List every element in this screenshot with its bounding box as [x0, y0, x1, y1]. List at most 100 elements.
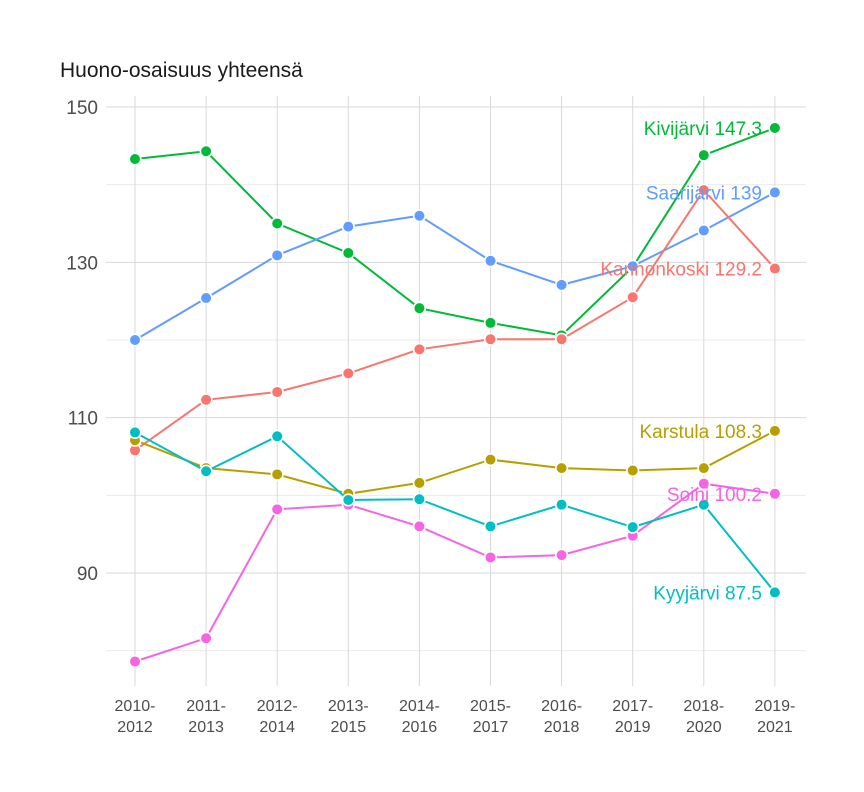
x-tick-label-line: 2020 [686, 719, 722, 736]
x-tick-label: 2018- 2020 [683, 698, 724, 736]
series-line [134, 482, 776, 663]
x-tick-label-line: 2013 [188, 719, 224, 736]
data-point [483, 453, 498, 467]
x-tick-label-line: 2021 [757, 719, 793, 736]
y-tick-label: 90 [77, 564, 98, 585]
x-tick-label-line: 2015- [470, 698, 511, 715]
data-point [626, 259, 640, 273]
series-line [134, 127, 776, 337]
x-tick-label-line: 2012 [117, 719, 153, 736]
data-point [483, 254, 498, 268]
x-tick-label-line: 2017 [473, 719, 509, 736]
data-point [412, 519, 427, 534]
data-point [270, 502, 284, 516]
data-point [341, 246, 355, 260]
data-point [199, 144, 213, 158]
data-point [412, 476, 427, 490]
data-point [697, 498, 711, 512]
data-point [554, 548, 569, 562]
x-tick-label: 2017- 2019 [612, 698, 653, 736]
data-point [768, 185, 782, 200]
series-kannonkoski [128, 183, 782, 457]
y-axis-ticks: 90 110 130 150 [66, 98, 98, 585]
data-point [483, 332, 498, 346]
x-tick-label: 2019- 2021 [754, 698, 795, 736]
data-point [412, 209, 427, 223]
data-point [554, 278, 569, 292]
x-tick-label: 2011- 2013 [186, 698, 226, 736]
data-point [412, 492, 427, 506]
series-line [134, 191, 776, 341]
y-tick-label: 110 [68, 409, 98, 430]
x-tick-label: 2014- 2016 [399, 698, 440, 736]
data-point [341, 493, 355, 507]
data-point [199, 631, 213, 645]
data-point [554, 498, 569, 512]
end-labels: Kivijärvi 147.3 Saarijärvi 139 Kannonkoski… [600, 119, 762, 604]
x-tick-label-line: 2015 [331, 719, 367, 736]
series-saarijärvi [128, 185, 782, 347]
data-point [270, 429, 284, 443]
end-label: Karstula 108.3 [639, 422, 762, 443]
data-point [626, 463, 640, 478]
data-point [128, 333, 142, 347]
data-point [270, 467, 284, 481]
x-tick-label-line: 2016 [402, 719, 438, 736]
data-point [128, 152, 142, 166]
data-point [768, 585, 782, 600]
chart-title: Huono-osaisuus yhteensä [60, 59, 303, 82]
x-tick-label: 2016- 2018 [541, 698, 582, 736]
series-line [134, 431, 776, 594]
data-point [483, 550, 498, 565]
x-tick-label-line: 2018- [683, 698, 724, 715]
data-point [554, 332, 569, 346]
data-point [768, 424, 782, 438]
end-label: Kannonkoski 129.2 [600, 260, 762, 281]
data-point [697, 477, 711, 491]
series-line [134, 430, 776, 495]
data-point [128, 425, 142, 440]
data-point [270, 216, 284, 231]
x-tick-label-line: 2016- [541, 698, 582, 715]
x-tick-label: 2013- 2015 [328, 698, 369, 736]
data-point [412, 342, 427, 356]
data-point [128, 654, 142, 669]
data-point [270, 385, 284, 399]
data-point [483, 316, 498, 330]
data-point [199, 393, 213, 407]
data-point [270, 248, 284, 262]
x-tick-label-line: 2019 [615, 719, 651, 736]
x-tick-label-line: 2011- [186, 698, 226, 715]
data-point [768, 261, 782, 276]
x-tick-label-line: 2014- [399, 698, 440, 715]
end-label: Soini 100.2 [667, 485, 762, 506]
x-tick-label: 2015- 2017 [470, 698, 511, 736]
x-tick-label-line: 2014 [259, 719, 295, 736]
data-point [554, 461, 569, 475]
y-tick-label: 150 [66, 98, 98, 119]
data-point [768, 121, 782, 135]
data-point [626, 290, 640, 304]
grid [106, 96, 806, 686]
data-point [697, 461, 711, 475]
x-tick-label-line: 2018 [544, 719, 580, 736]
end-label: Saarijärvi 139 [646, 183, 762, 204]
end-label: Kivijärvi 147.3 [644, 119, 762, 140]
data-point [199, 291, 213, 305]
data-point [483, 519, 498, 534]
x-tick-label-line: 2013- [328, 698, 369, 715]
series-line [134, 188, 776, 452]
series-kyyjärvi [128, 425, 782, 600]
x-tick-label: 2012- 2014 [257, 698, 298, 736]
series-karstula [128, 424, 782, 501]
data-point [412, 301, 427, 315]
end-label: Kyyjärvi 87.5 [653, 583, 762, 604]
data-point [341, 366, 355, 380]
data-point [697, 223, 711, 238]
x-tick-label: 2010- 2012 [115, 698, 156, 736]
x-tick-label-line: 2012- [257, 698, 298, 715]
x-tick-label-line: 2017- [612, 698, 653, 715]
data-point [341, 220, 355, 234]
data-point [697, 148, 711, 162]
